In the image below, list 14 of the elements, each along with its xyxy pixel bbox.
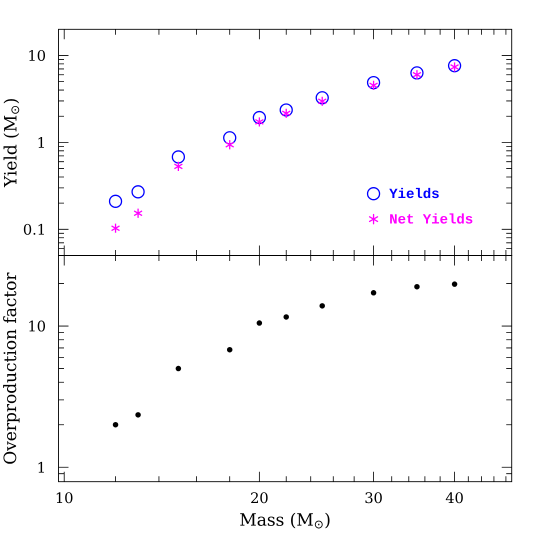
y-tick-label: 0.1 — [24, 224, 44, 235]
x-tick-label: 30 — [365, 492, 382, 504]
legend-label: Net Yields — [390, 213, 472, 224]
legend-label: Yields — [389, 188, 439, 198]
y-tick-label: 10 — [29, 320, 46, 332]
x-axis-title: Mass (M$_{⊙}$) — [240, 512, 330, 528]
y-axis-title: Yield (M$_{⊙}$) — [4, 99, 20, 188]
y-tick-label: 1 — [38, 137, 44, 148]
y-tick-label: 1 — [38, 462, 44, 473]
x-tick-label: 40 — [446, 492, 463, 504]
y-axis-title: Overproduction factor — [3, 272, 20, 464]
x-tick-label: 10 — [56, 492, 72, 504]
y-tick-label: 10 — [29, 50, 46, 61]
x-tick-label: 20 — [251, 492, 268, 504]
